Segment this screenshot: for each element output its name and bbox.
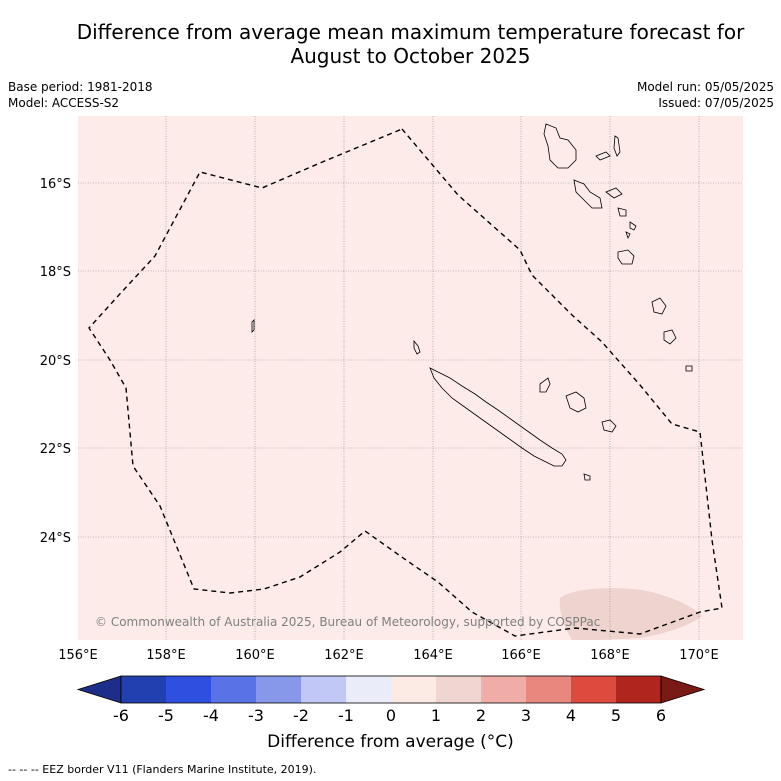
latitude-tick-label: 24°S <box>40 531 71 546</box>
issued-date: Issued: 07/05/2025 <box>658 96 774 110</box>
colorbar-segment <box>346 676 391 703</box>
colorbar-segment <box>616 676 661 703</box>
colorbar-tick-label: 4 <box>566 706 576 725</box>
graticule <box>78 116 743 640</box>
colorbar-segment <box>571 676 616 703</box>
colorbar-tick-labels: -6 -5 -4 -3 -2 -1 0 1 2 3 4 5 6 <box>113 706 666 725</box>
model-run: Model run: 05/05/2025 <box>636 80 774 94</box>
latitude-tick-label: 20°S <box>40 354 71 369</box>
colorbar-tick-label: 1 <box>431 706 441 725</box>
espiritu-santo <box>543 123 577 169</box>
longitude-tick-label: 170°E <box>679 648 719 663</box>
epi-island <box>617 207 627 217</box>
colorbar-tick-label: -4 <box>203 706 219 725</box>
longitude-tick-label: 156°E <box>58 648 98 663</box>
maewo-island <box>613 135 621 157</box>
mare-island <box>601 419 617 433</box>
colorbar-segment <box>166 676 211 703</box>
colorbar-tick-label: -5 <box>158 706 174 725</box>
longitude-tick-label: 164°E <box>413 648 453 663</box>
erromango-island <box>651 297 667 315</box>
colorbar-tick-label: 2 <box>476 706 486 725</box>
colorbar-tick-label: 5 <box>611 706 621 725</box>
map-background <box>78 116 743 640</box>
colorbar-segment <box>211 676 256 703</box>
isle-of-pines <box>583 473 591 481</box>
ouvea-island <box>539 377 551 393</box>
latitude-tick-label: 18°S <box>40 265 71 280</box>
title-line-2: August to October 2025 <box>290 44 531 68</box>
islet <box>625 231 631 240</box>
meta-right: Model run: 05/05/2025 Issued: 07/05/2025 <box>637 79 774 111</box>
colorbar-tick-label: -2 <box>293 706 309 725</box>
longitude-tick-label: 160°E <box>235 648 275 663</box>
colorbar-segment <box>436 676 481 703</box>
aneityum-island <box>685 365 693 372</box>
colorbar-segment <box>526 676 571 703</box>
new-caledonia-grande-terre <box>429 367 567 467</box>
lifou-island <box>565 391 587 413</box>
longitude-tick-label: 168°E <box>590 648 630 663</box>
efate-island <box>617 249 635 265</box>
colorbar-segment <box>301 676 346 703</box>
longitude-tick-label: 166°E <box>501 648 541 663</box>
longitude-tick-label: 158°E <box>146 648 186 663</box>
colorbar-extend-high <box>660 675 706 704</box>
colorbar-extend-low <box>76 675 122 704</box>
copyright-notice: © Commonwealth of Australia 2025, Bureau… <box>95 615 600 629</box>
colorbar <box>76 675 706 704</box>
colorbar-tick-label: -3 <box>248 706 264 725</box>
malekula-island <box>573 179 603 209</box>
model-name: Model: ACCESS-S2 <box>8 96 120 110</box>
colorbar-tick-label: 0 <box>386 706 396 725</box>
colorbar-segment <box>121 676 166 703</box>
eez-legend-note: -- -- -- EEZ border V11 (Flanders Marine… <box>8 763 317 776</box>
latitude-labels: 16°S 18°S 20°S 22°S 24°S <box>40 177 71 546</box>
anomaly-patch-1-to-2 <box>559 588 702 640</box>
longitude-labels: 156°E 158°E 160°E 162°E 164°E 166°E 168°E 170°E <box>58 648 719 663</box>
meta-left: Base period: 1981-2018 Model: ACCESS-S2 <box>8 79 153 111</box>
colorbar-segment <box>391 676 436 703</box>
colorbar-outline <box>120 675 662 704</box>
longitude-tick-label: 162°E <box>324 648 364 663</box>
islet <box>629 221 637 231</box>
chesterfield-islet <box>251 319 255 333</box>
colorbar-tick-label: 6 <box>656 706 666 725</box>
map-title: Difference from average mean maximum tem… <box>0 20 781 68</box>
ambae-island <box>595 151 611 161</box>
title-line-1: Difference from average mean maximum tem… <box>76 20 745 44</box>
colorbar-tick-label: 3 <box>521 706 531 725</box>
latitude-tick-label: 16°S <box>40 177 71 192</box>
ambrym-island <box>605 187 623 199</box>
colorbar-segment <box>256 676 301 703</box>
tanna-island <box>663 329 677 345</box>
base-period: Base period: 1981-2018 <box>8 80 153 94</box>
latitude-tick-label: 22°S <box>40 442 71 457</box>
belep-islands <box>413 339 421 355</box>
colorbar-segment <box>481 676 526 703</box>
colorbar-label: Difference from average (°C) <box>267 732 514 752</box>
colorbar-tick-label: -1 <box>338 706 354 725</box>
colorbar-tick-label: -6 <box>113 706 129 725</box>
